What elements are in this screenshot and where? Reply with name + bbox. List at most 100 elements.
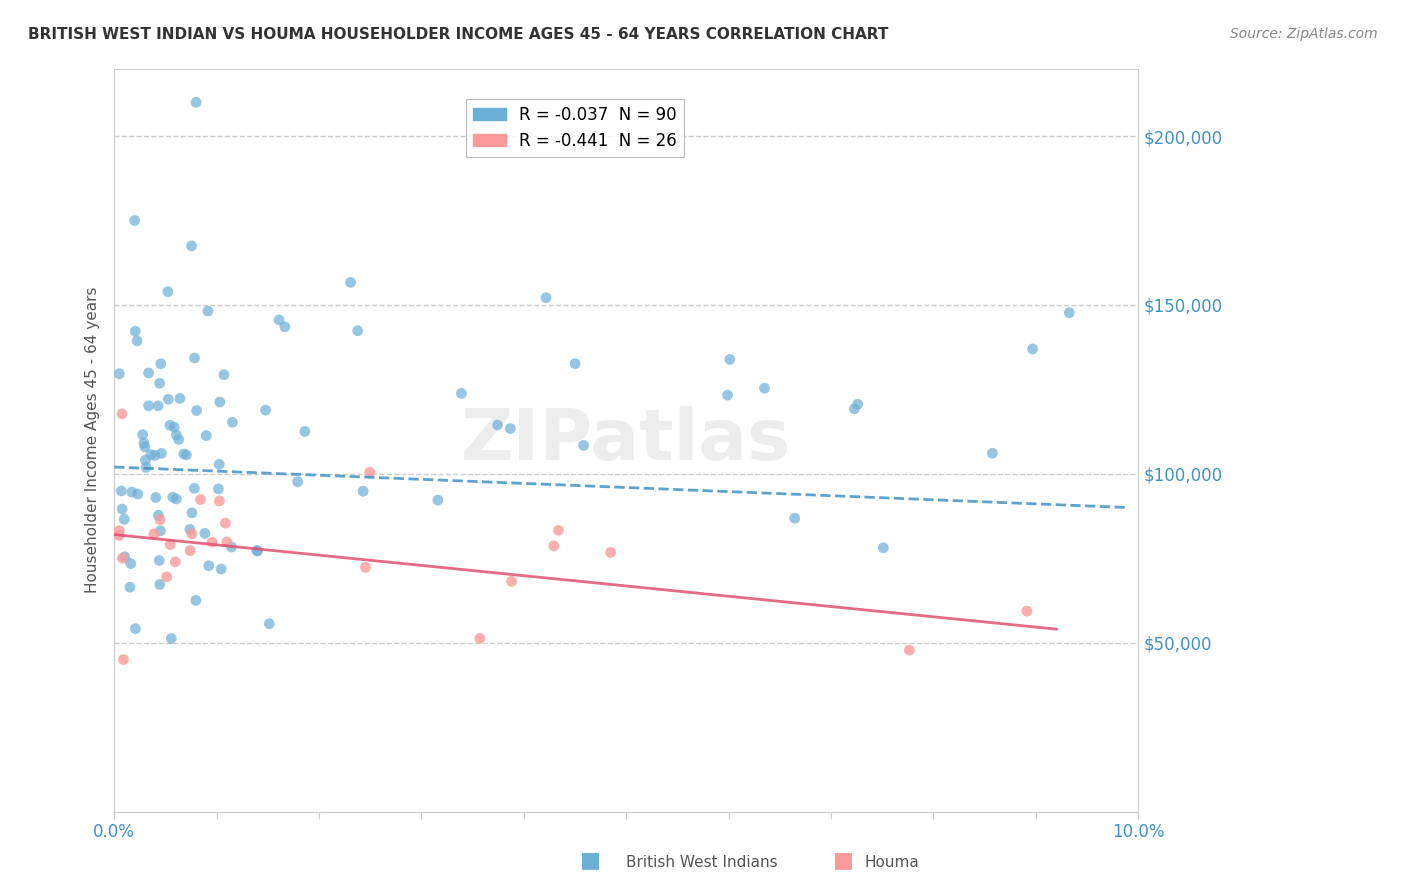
Point [354,560,377,574]
Point [165,491,187,506]
Point [274,319,297,334]
Point [160,632,183,646]
Point [114,549,136,564]
Point [183,481,205,495]
Point [162,490,184,504]
Point [501,574,523,589]
Point [125,334,148,348]
Text: ■: ■ [581,850,600,870]
Point [112,652,135,666]
Point [121,485,143,500]
Point [167,433,190,447]
Point [165,428,187,442]
Point [184,95,207,110]
Point [124,213,146,227]
Point [148,508,170,523]
Text: British West Indians: British West Indians [626,855,778,870]
Point [163,420,186,434]
Point [197,304,219,318]
Point [149,513,172,527]
Point [138,399,160,413]
Point [111,407,134,421]
Point [118,580,141,594]
Point [132,436,155,450]
Point [898,643,921,657]
Point [195,428,218,442]
Point [846,397,869,411]
Point [186,403,208,417]
Point [287,475,309,489]
Point [181,506,204,520]
Point [159,537,181,551]
Point [207,482,229,496]
Point [134,453,156,467]
Legend: R = -0.037  N = 90, R = -0.441  N = 26: R = -0.037 N = 90, R = -0.441 N = 26 [467,99,683,157]
Text: ZIPatlas: ZIPatlas [461,406,792,475]
Point [156,570,179,584]
Point [246,543,269,558]
Point [108,528,131,542]
Point [131,427,153,442]
Point [190,492,212,507]
Point [543,539,565,553]
Point [111,551,134,566]
Point [754,381,776,395]
Point [208,458,231,472]
Point [124,324,146,338]
Point [783,511,806,525]
Point [143,527,166,541]
Point [1015,604,1038,618]
Point [209,562,232,576]
Point [120,557,142,571]
Text: Source: ZipAtlas.com: Source: ZipAtlas.com [1230,27,1378,41]
Point [1021,342,1043,356]
Point [718,352,741,367]
Point [872,541,894,555]
Point [184,593,207,607]
Point [426,493,449,508]
Point [146,399,169,413]
Point [547,524,569,538]
Point [450,386,472,401]
Point [138,366,160,380]
Point [212,368,235,382]
Point [1059,306,1081,320]
Point [359,465,381,479]
Point [214,516,236,531]
Point [197,558,219,573]
Point [180,239,202,253]
Point [208,494,231,508]
Point [572,438,595,452]
Point [150,446,173,460]
Point [468,632,491,646]
Point [246,544,269,558]
Point [486,417,509,432]
Point [201,535,224,549]
Point [149,524,172,538]
Point [124,622,146,636]
Point [208,395,231,409]
Point [143,449,166,463]
Point [108,524,131,538]
Point [165,555,187,569]
Text: ■: ■ [834,850,853,870]
Point [352,484,374,499]
Point [169,392,191,406]
Point [156,285,179,299]
Point [149,376,172,391]
Point [108,367,131,381]
Point [159,418,181,433]
Text: BRITISH WEST INDIAN VS HOUMA HOUSEHOLDER INCOME AGES 45 - 64 YEARS CORRELATION C: BRITISH WEST INDIAN VS HOUMA HOUSEHOLDER… [28,27,889,42]
Point [139,448,162,462]
Point [134,440,156,454]
Point [157,392,180,407]
Point [564,357,586,371]
Text: Houma: Houma [865,855,920,870]
Point [110,483,132,498]
Point [149,577,172,591]
Point [149,357,172,371]
Point [183,351,205,365]
Point [534,291,557,305]
Point [844,401,866,416]
Point [194,526,217,541]
